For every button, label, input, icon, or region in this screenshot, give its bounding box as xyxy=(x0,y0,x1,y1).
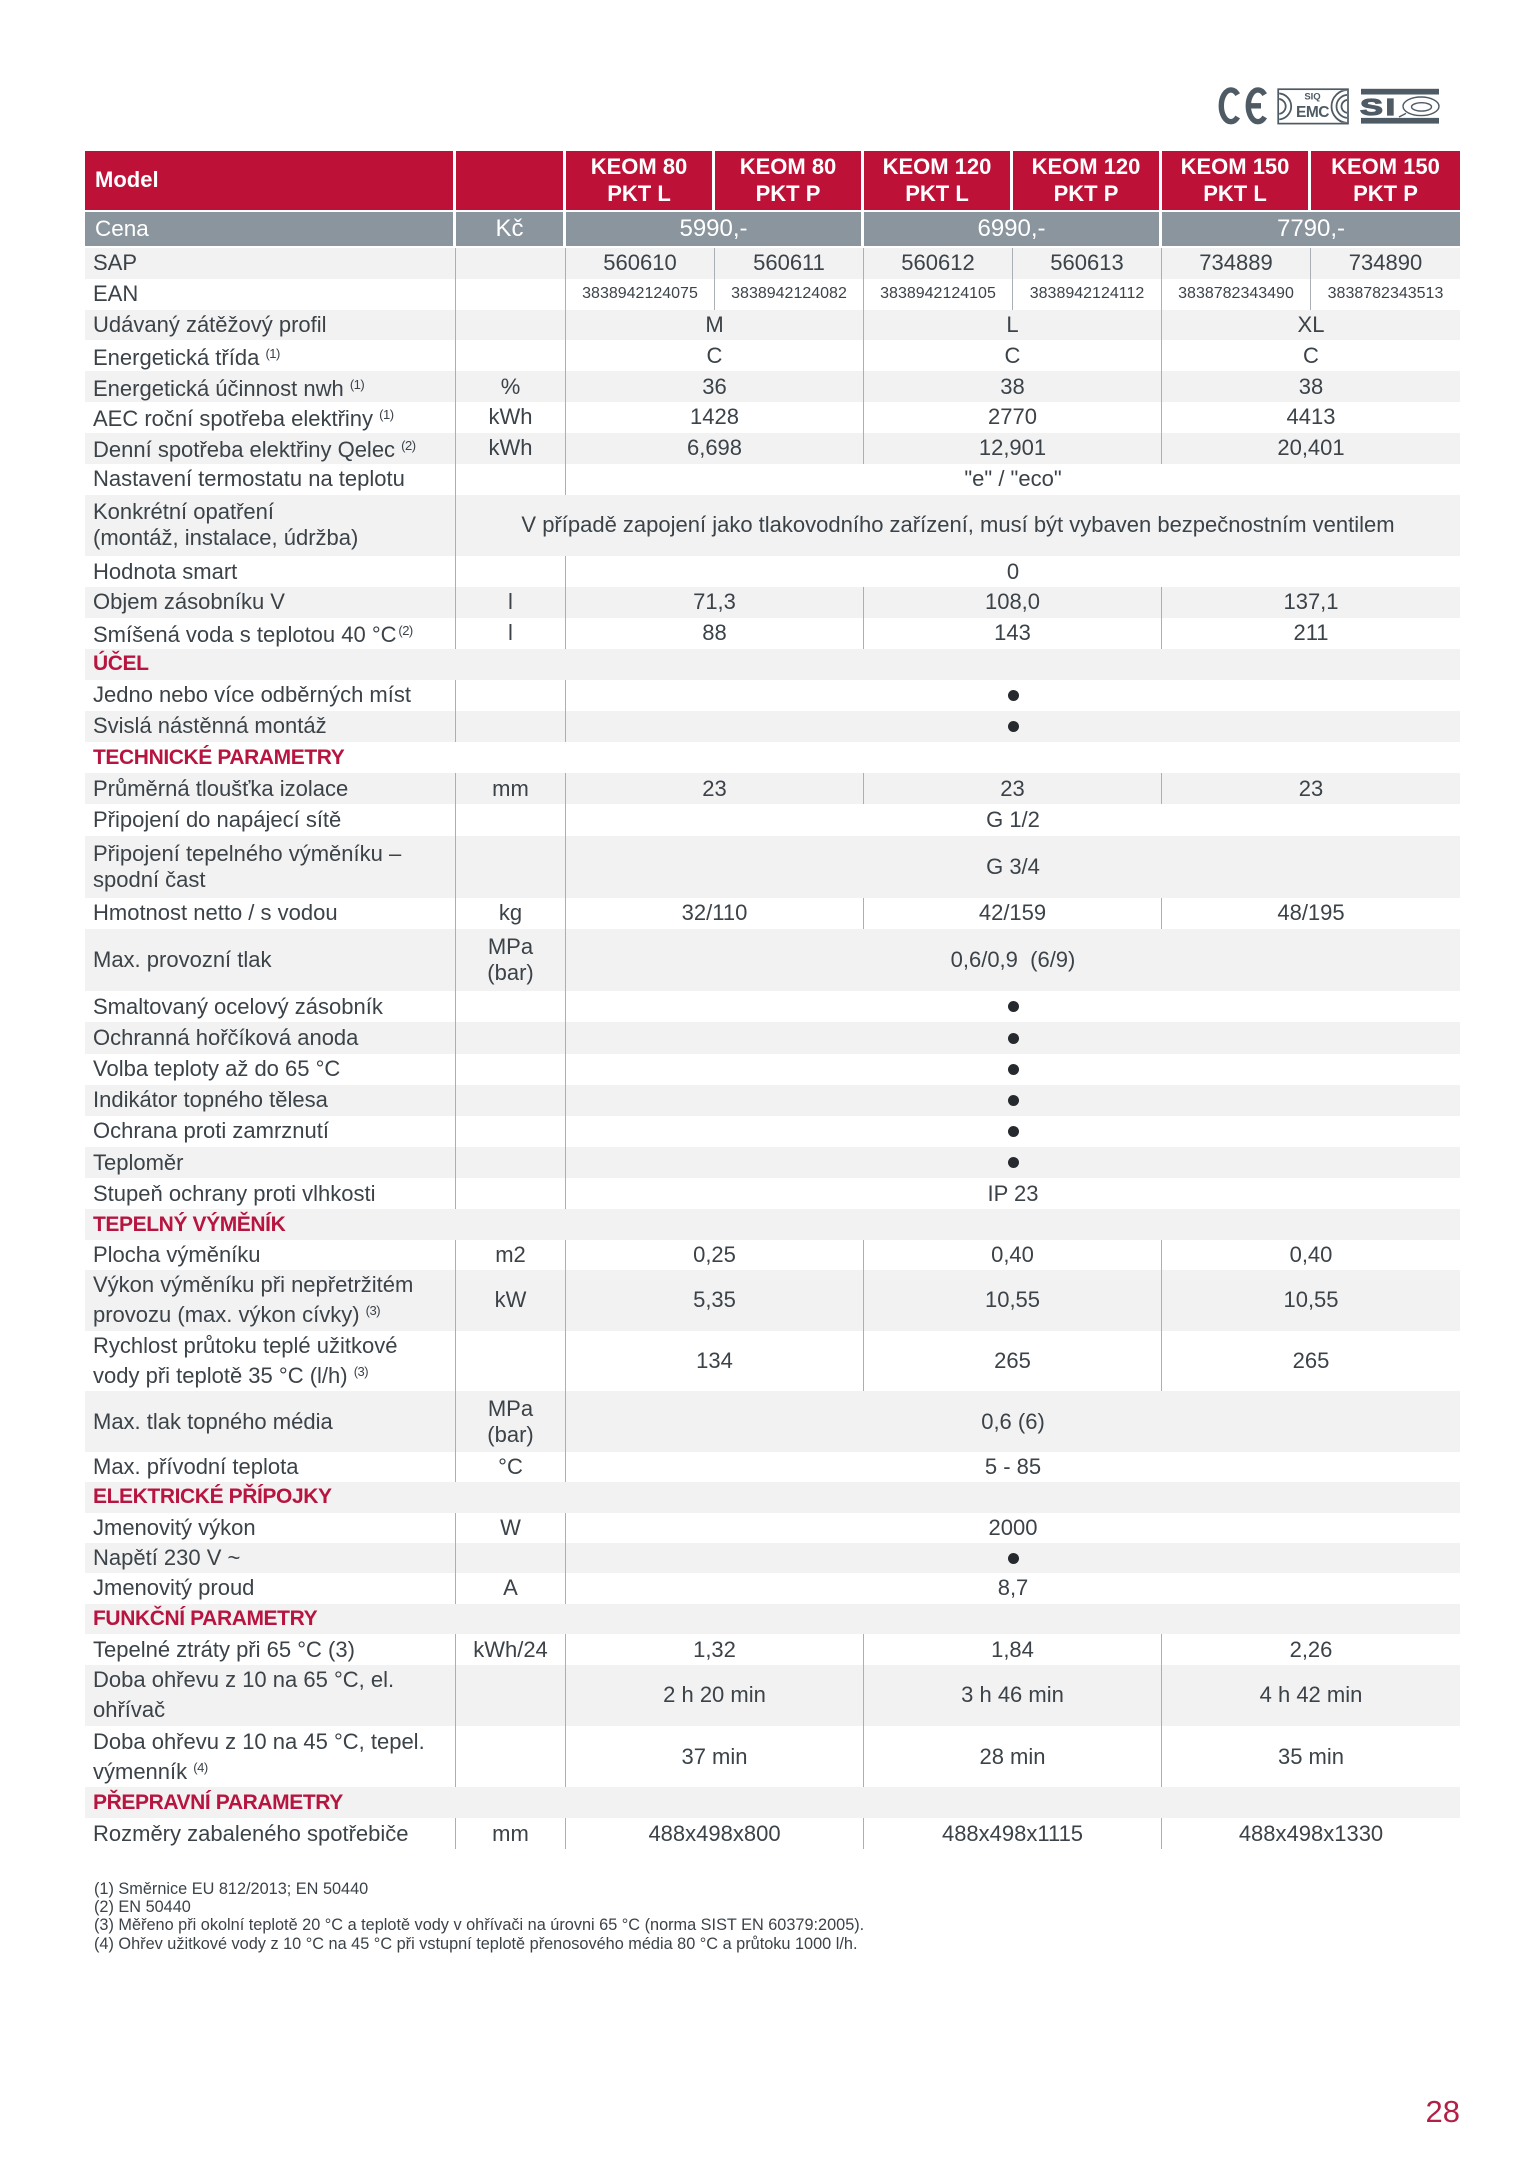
svg-text:SIQ: SIQ xyxy=(1304,91,1320,102)
svg-text:EMC: EMC xyxy=(1296,104,1329,121)
svg-text:SI: SI xyxy=(1360,95,1398,121)
